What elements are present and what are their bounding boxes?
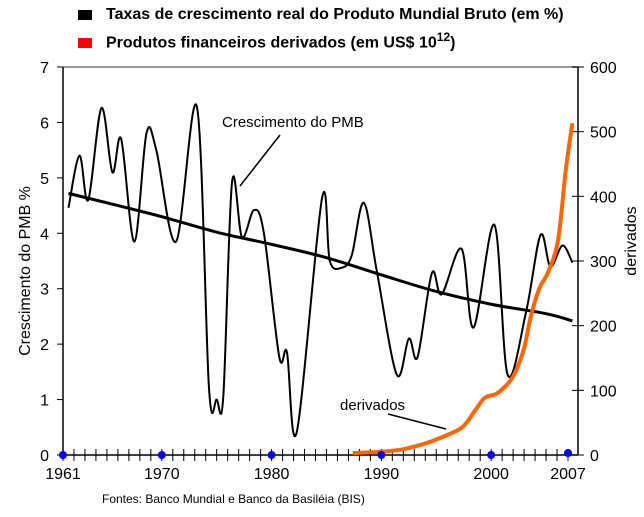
legend-label: Produtos financeiros derivados (em US$ 1… [106, 34, 437, 52]
y-tick-label: 5 [40, 171, 49, 188]
axis-marker-dot [487, 451, 496, 459]
axis-marker-dot [59, 451, 67, 459]
y-tick-label: 7 [40, 60, 49, 77]
annotation-pmb: Crescimento do PMB [222, 114, 364, 131]
axis-marker-dot [267, 451, 276, 459]
axis-marker-dot [377, 451, 386, 459]
x-tick-label: 1990 [364, 466, 400, 483]
y-tick-label: 2 [40, 337, 49, 354]
annotation-pmb-arrow [239, 134, 281, 187]
y2-tick-label: 600 [590, 60, 617, 77]
series-pmb-trend-line [68, 191, 573, 323]
x-tick-label: 1980 [254, 466, 290, 483]
legend-item-derivados: Produtos financeiros derivados (em US$ 1… [78, 30, 455, 52]
y2-tick-label: 500 [590, 125, 617, 142]
legend-swatch-red [78, 38, 92, 49]
legend-swatch-black [78, 9, 92, 20]
y-tick-label: 3 [40, 282, 49, 299]
legend-label-end: ) [450, 34, 456, 52]
source-note: Fontes: Banco Mundial e Banco da Basiléi… [102, 492, 365, 506]
annotation-derivados: derivados [340, 397, 405, 414]
x-tick-label: 2007 [550, 466, 586, 483]
y2-tick-label: 200 [590, 319, 617, 336]
series-pmb-line [67, 103, 574, 437]
y2-axis-label: derivados [623, 206, 640, 275]
annotation-derivados-arrow [387, 413, 447, 430]
y2-tick-label: 400 [590, 189, 617, 206]
y-tick-label: 4 [40, 226, 49, 243]
series-derivados-line [352, 122, 575, 456]
y-tick-label: 0 [40, 448, 49, 465]
axis-marker-dot [157, 451, 166, 459]
x-tick-label: 2000 [473, 466, 509, 483]
x-tick-label: 1961 [45, 466, 81, 483]
legend-item-pmb: Taxas de crescimento real do Produto Mun… [78, 6, 564, 24]
y-tick-label: 6 [40, 115, 49, 132]
y-axis-label: Crescimento do PMB % [17, 186, 34, 356]
y2-tick-label: 300 [590, 254, 617, 271]
y2-tick-label: 100 [590, 383, 617, 400]
x-tick-label: 1970 [144, 466, 180, 483]
legend-exponent: 12 [436, 30, 451, 44]
y2-tick-label: 0 [590, 448, 599, 465]
y-tick-label: 1 [40, 393, 49, 410]
axis-marker-dot [564, 449, 572, 457]
legend-label: Taxas de crescimento real do Produto Mun… [106, 6, 564, 23]
